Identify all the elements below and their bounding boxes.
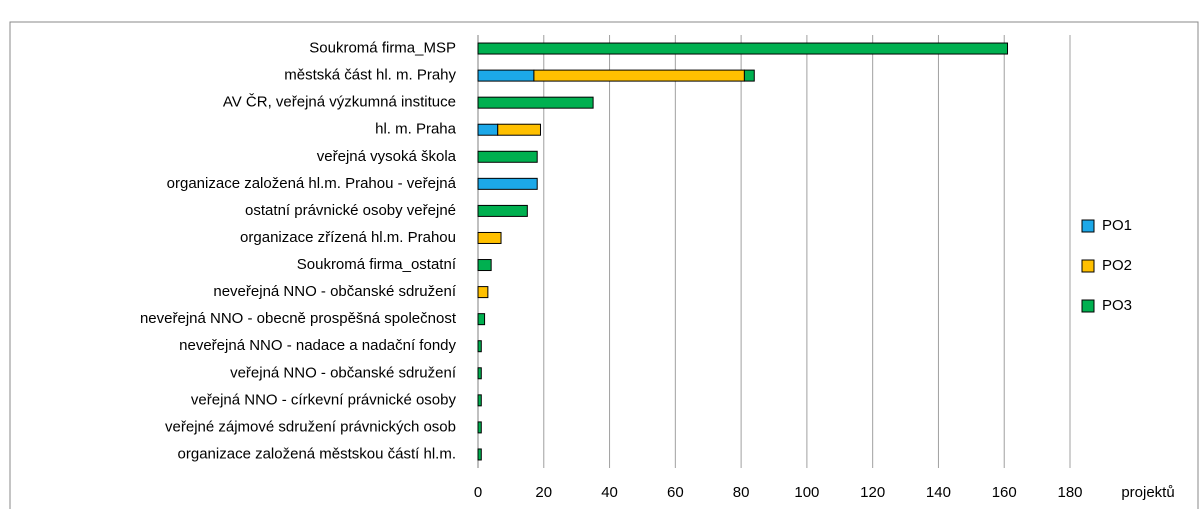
- x-tick-label: 40: [601, 484, 618, 501]
- bar: [533, 69, 745, 82]
- y-tick-label: neveřejná NNO - nadace a nadační fondy: [179, 337, 456, 354]
- bar: [477, 421, 482, 434]
- legend-swatch: [1081, 219, 1095, 233]
- bar: [477, 394, 482, 407]
- bar: [477, 177, 538, 190]
- bar: [477, 259, 492, 272]
- bar: [497, 123, 541, 136]
- y-tick-label: veřejná vysoká škola: [317, 148, 457, 165]
- y-tick-label: organizace založená městskou částí hl.m.: [178, 445, 456, 462]
- x-tick-label: 100: [794, 484, 819, 501]
- y-tick-label: Soukromá firma_ostatní: [297, 256, 457, 273]
- x-tick-label: 140: [926, 484, 951, 501]
- y-tick-label: Soukromá firma_MSP: [309, 40, 456, 57]
- legend-label: PO1: [1102, 217, 1132, 234]
- y-tick-label: veřejná NNO - občanské sdružení: [230, 364, 457, 381]
- bar: [477, 69, 535, 82]
- chart-frame: [9, 21, 1199, 509]
- y-tick-label: organizace založená hl.m. Prahou - veřej…: [167, 175, 457, 192]
- y-tick-label: AV ČR, veřejná výzkumná instituce: [223, 94, 456, 111]
- y-tick-label: veřejné zájmové sdružení právnických oso…: [165, 418, 456, 435]
- y-tick-label: hl. m. Praha: [375, 121, 457, 138]
- bar: [477, 448, 482, 461]
- legend-swatch: [1081, 299, 1095, 313]
- x-tick-label: 60: [667, 484, 684, 501]
- x-tick-label: 0: [474, 484, 482, 501]
- y-tick-label: neveřejná NNO - občanské sdružení: [213, 283, 456, 300]
- y-tick-label: městská část hl. m. Prahy: [284, 67, 456, 84]
- y-tick-label: neveřejná NNO - obecně prospěšná společn…: [140, 310, 457, 327]
- bar: [477, 340, 482, 353]
- legend-label: PO3: [1102, 297, 1132, 314]
- y-tick-label: ostatní právnické osoby veřejné: [245, 202, 456, 219]
- y-tick-label: veřejná NNO - církevní právnické osoby: [191, 391, 457, 408]
- bar: [477, 367, 482, 380]
- bar: [477, 96, 594, 109]
- bar: [477, 150, 538, 163]
- bar: [477, 42, 1009, 55]
- x-tick-label: 20: [535, 484, 552, 501]
- bar: [477, 231, 502, 244]
- x-tick-label: 160: [992, 484, 1017, 501]
- x-tick-label: 80: [733, 484, 750, 501]
- x-tick-label: 120: [860, 484, 885, 501]
- x-tick-label: 180: [1057, 484, 1082, 501]
- x-axis-label: projektů: [1121, 484, 1174, 501]
- bar: [477, 123, 499, 136]
- bar: [743, 69, 755, 82]
- legend-swatch: [1081, 259, 1095, 273]
- bar: [477, 204, 528, 217]
- bar: [477, 313, 486, 326]
- bar: [477, 286, 489, 299]
- y-tick-label: organizace zřízená hl.m. Prahou: [240, 229, 456, 246]
- legend-label: PO2: [1102, 257, 1132, 274]
